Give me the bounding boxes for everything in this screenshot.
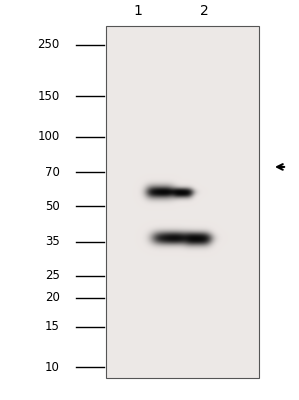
Text: 250: 250 (38, 38, 60, 52)
Text: 25: 25 (45, 269, 60, 282)
Text: 150: 150 (38, 90, 60, 103)
Text: 100: 100 (38, 130, 60, 143)
Text: 20: 20 (45, 292, 60, 304)
Text: 50: 50 (45, 200, 60, 213)
Text: 10: 10 (45, 361, 60, 374)
Text: 15: 15 (45, 320, 60, 333)
Text: 1: 1 (133, 4, 142, 18)
Text: 2: 2 (200, 4, 209, 18)
Text: 35: 35 (45, 235, 60, 248)
Text: 70: 70 (45, 166, 60, 179)
